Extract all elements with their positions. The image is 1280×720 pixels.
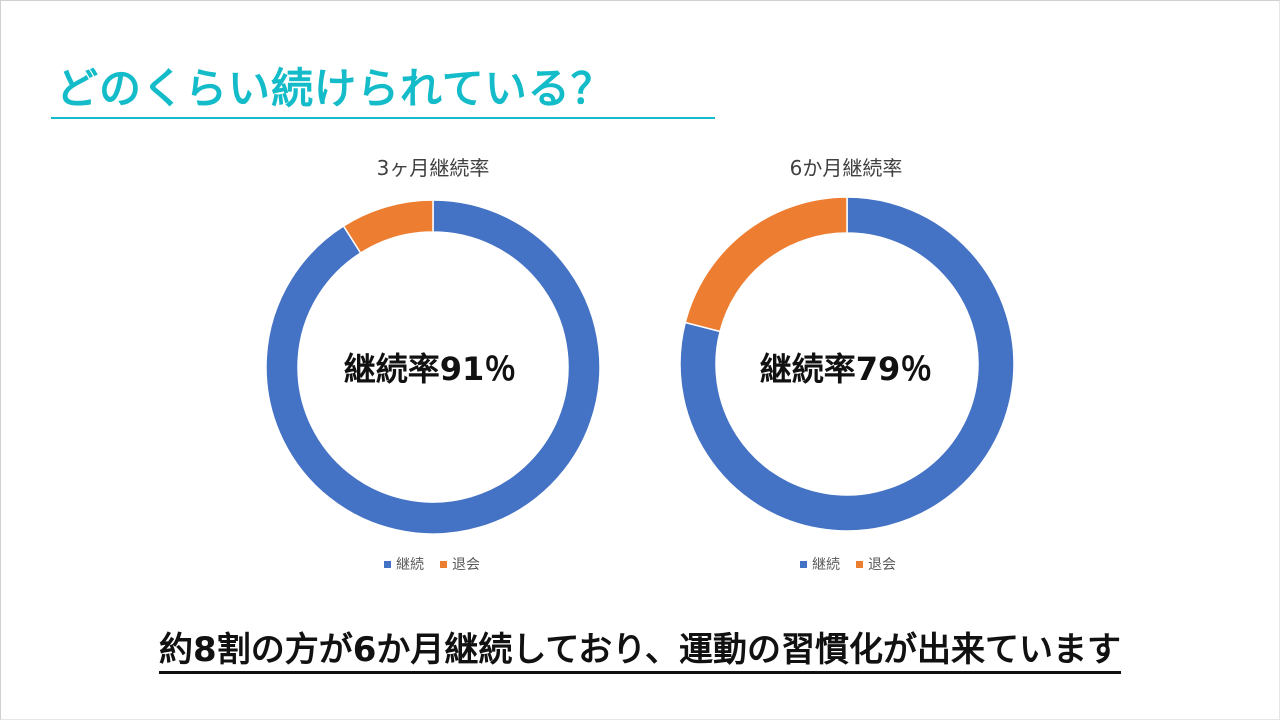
donut-segment-withdraw [342, 199, 434, 255]
donut-segment-continue [679, 196, 1015, 532]
donut-segment-continue [265, 199, 601, 535]
legend-6-month: 継続 退会 [800, 554, 906, 574]
legend-3-month: 継続 退会 [384, 554, 490, 574]
center-label-6-month: 継続率79％ [759, 350, 933, 388]
legend-label: 継続 [812, 557, 840, 573]
legend-label: 継続 [396, 557, 424, 573]
legend-label: 退会 [452, 557, 480, 573]
withdraw-swatch-icon [440, 560, 447, 568]
legend-item-withdraw: 退会 [440, 554, 480, 574]
chart-title-6-month: 6か月継続率 [789, 156, 903, 180]
legend-item-withdraw: 退会 [856, 554, 896, 574]
withdraw-swatch-icon [856, 560, 863, 568]
slide-title: どのくらい続けられている？ [56, 64, 614, 113]
donut-chart-6-month [679, 196, 1015, 532]
summary-statement: 約8割の方が6か月継続しており、運動の習慣化が出来ています [0, 622, 1280, 674]
donut-segment-withdraw [684, 196, 848, 333]
center-label-3-month: 継続率91％ [343, 350, 517, 388]
legend-item-continue: 継続 [800, 554, 840, 574]
continue-swatch-icon [384, 560, 391, 568]
summary-text: 約8割の方が6か月継続しており、運動の習慣化が出来ています [159, 630, 1121, 674]
donut-chart-3-month [265, 199, 601, 535]
chart-title-3-month: 3ヶ月継続率 [376, 156, 490, 180]
legend-label: 退会 [868, 557, 896, 573]
continue-swatch-icon [800, 560, 807, 568]
title-underline [51, 117, 715, 119]
legend-item-continue: 継続 [384, 554, 424, 574]
